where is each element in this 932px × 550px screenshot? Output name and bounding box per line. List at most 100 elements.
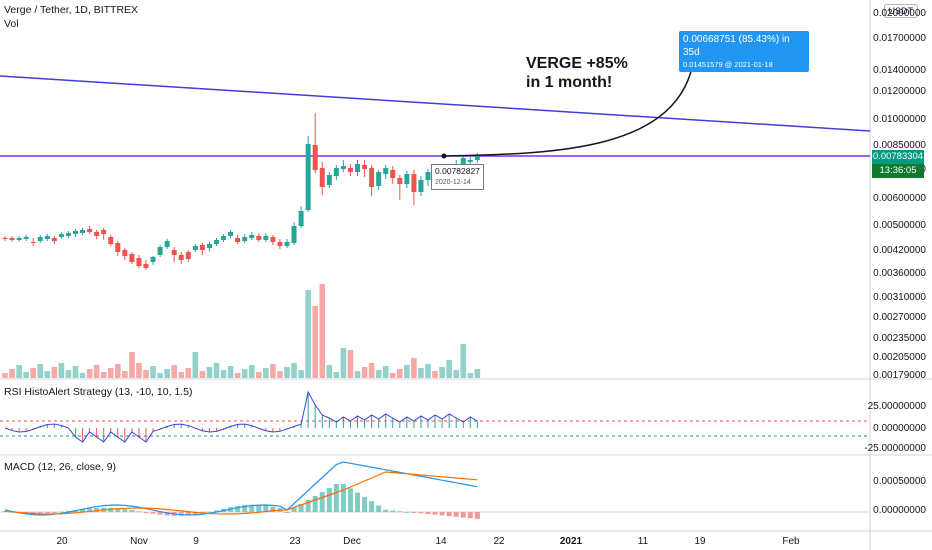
macd-histogram-bar — [291, 508, 297, 512]
trend-line — [0, 75, 871, 132]
volume-bar — [136, 363, 142, 378]
rsi-axis-label-neg25: -25.00000000 — [864, 443, 926, 454]
time-axis-label: 23 — [289, 536, 301, 547]
volume-bar — [404, 365, 410, 378]
price-axis-label: 0.00500000 — [873, 220, 926, 231]
macd-histogram-bar — [206, 511, 212, 513]
macd-histogram-bar — [284, 512, 290, 513]
candle-body — [30, 242, 36, 243]
volume-bar — [171, 365, 177, 378]
volume-bar — [354, 371, 361, 378]
candle-body — [206, 244, 212, 248]
macd-histogram-bar — [474, 512, 480, 519]
macd-histogram-bar — [122, 509, 128, 512]
volume-bar — [185, 368, 192, 378]
candle-body — [9, 238, 15, 240]
candle-body — [312, 145, 318, 170]
symbol-title[interactable]: Verge / Tether, 1D, BITTREX — [4, 4, 139, 16]
macd-histogram-bar — [136, 511, 142, 513]
price-axis-label: 0.00360000 — [873, 268, 926, 279]
volume-bar — [467, 373, 474, 378]
countdown-tag: 13:36:05 — [872, 164, 924, 178]
volume-bar — [206, 367, 213, 378]
annotation-line-1: VERGE +85% — [526, 55, 628, 72]
candle-body — [390, 170, 396, 178]
candle-body — [214, 240, 219, 244]
volume-bar — [298, 370, 304, 378]
price-axis-label: 0.00235000 — [873, 333, 926, 344]
candle-body — [319, 168, 325, 187]
time-axis-label: 14 — [435, 536, 447, 547]
candle-body — [80, 230, 86, 233]
candle-body — [221, 236, 227, 240]
macd-histogram-bar — [362, 496, 368, 512]
price-axis-label: 0.00420000 — [873, 245, 926, 256]
time-axis-label: 2021 — [559, 536, 583, 547]
volume-bar — [234, 373, 241, 378]
volume-bar — [143, 370, 149, 378]
volume-bar — [44, 371, 51, 378]
volume-bar — [58, 363, 65, 378]
macd-histogram-bar — [150, 512, 156, 514]
volume-bar — [425, 364, 431, 378]
macd-histogram-bar — [369, 501, 375, 512]
candle-body — [305, 144, 311, 210]
volume-bar — [51, 367, 58, 378]
macd-histogram-bar — [404, 511, 410, 513]
candle-body — [284, 242, 290, 246]
candle-body — [369, 168, 375, 187]
candle-body — [242, 237, 248, 241]
candle-body — [474, 156, 480, 160]
macd-histogram-bar — [58, 511, 64, 513]
candle-body — [185, 252, 191, 259]
price-axis-label: 0.01000000 — [873, 114, 926, 125]
price-axis-label: 0.00205000 — [873, 352, 926, 363]
macd-histogram-bar — [164, 512, 170, 516]
macd-histogram-bar — [51, 512, 57, 513]
point-date: 2020-12-14 — [435, 179, 471, 186]
volume-bar — [263, 368, 269, 378]
macd-axis-label-0005: 0.00050000 — [873, 476, 926, 487]
macd-axis-label-0: 0.00000000 — [873, 505, 926, 516]
projection-curve — [443, 57, 695, 157]
volume-bar — [305, 290, 311, 378]
candle-body — [291, 226, 297, 243]
time-axis-label: 20 — [56, 536, 68, 547]
macd-histogram-bar — [390, 510, 396, 512]
candle-body — [404, 174, 410, 184]
candle-body — [256, 236, 262, 240]
macd-histogram-bar — [65, 510, 71, 512]
volume-bar — [241, 369, 248, 378]
volume-bar — [368, 363, 375, 378]
candle-body — [136, 258, 142, 266]
rsi-line — [4, 390, 478, 443]
macd-title[interactable]: MACD (12, 26, close, 9) — [4, 461, 117, 473]
volume-bar — [439, 367, 445, 378]
volume-bar — [432, 371, 438, 378]
macd-histogram-bar — [340, 484, 346, 512]
volume-bar — [115, 364, 121, 378]
macd-histogram-bar — [192, 512, 198, 515]
candle-body — [164, 241, 170, 247]
last-price-tag: 0.00783304 — [872, 150, 924, 164]
candle-body — [467, 160, 473, 162]
rsi-title[interactable]: RSI HistoAlert Strategy (13, -10, 10, 1.… — [4, 386, 193, 398]
candle-body — [171, 250, 177, 255]
candle-body — [101, 230, 107, 234]
annotation-text: VERGE +85% in 1 month! — [526, 54, 628, 92]
projection-label[interactable]: 0.00668751 (85.43%) in 35d 0.01451579 @ … — [679, 31, 809, 72]
currency-button[interactable]: USDT — [883, 4, 918, 18]
macd-histogram-bar — [37, 512, 43, 514]
volume-bar — [16, 365, 22, 378]
volume-bar — [284, 367, 290, 378]
point-price: 0.00782827 — [435, 166, 480, 176]
volume-bar — [129, 352, 135, 378]
macd-histogram-bar — [256, 504, 262, 512]
volume-bar — [79, 373, 86, 378]
candle-body — [65, 233, 71, 236]
projection-change: 0.00668751 (85.43%) in 35d — [683, 34, 790, 58]
volume-bar — [227, 366, 234, 378]
macd-histogram-bar — [432, 512, 438, 515]
macd-histogram-bar — [298, 504, 304, 512]
